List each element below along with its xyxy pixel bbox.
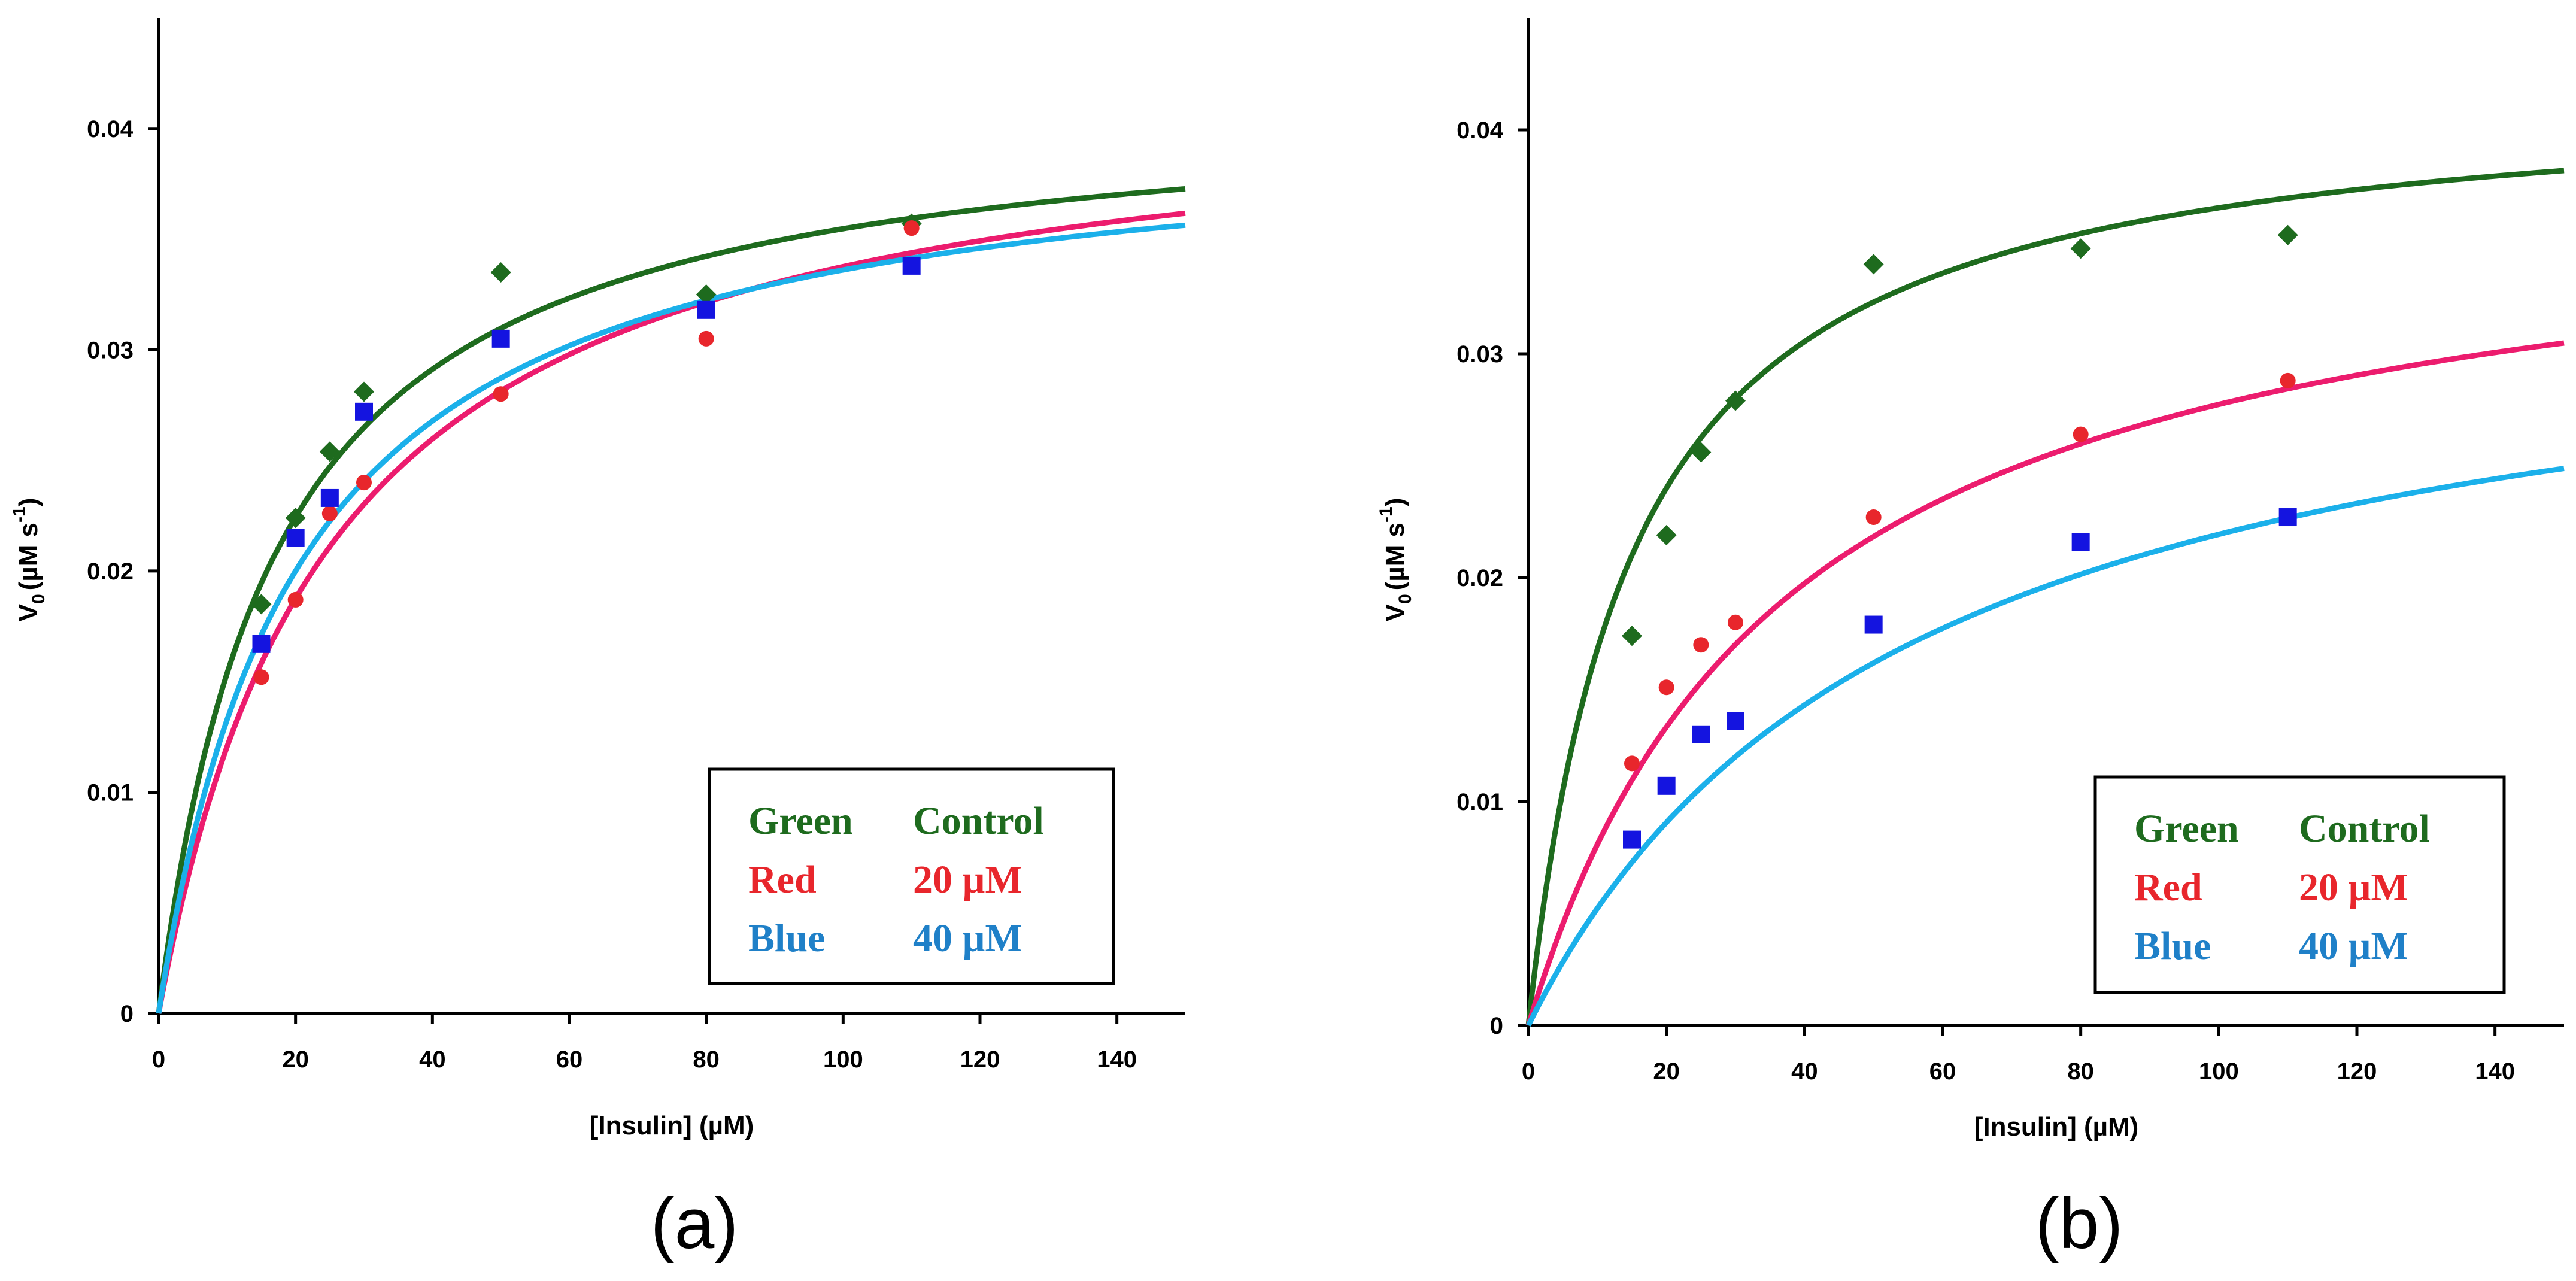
legend-color-name: Green (748, 799, 853, 843)
fit-curve-red (1525, 340, 2565, 1027)
square-point-blue (1727, 712, 1744, 730)
circle-point-red (287, 591, 304, 608)
panel-label: (b) (2035, 1183, 2123, 1264)
legend-color-name: Blue (2134, 924, 2211, 968)
diamond-point-green (2277, 224, 2298, 245)
square-point-blue (2071, 533, 2090, 551)
circle-point-red (321, 505, 338, 521)
square-point-blue (491, 329, 510, 348)
fit-curve-red (156, 210, 1186, 1014)
x-tick-label: 20 (1653, 1058, 1680, 1085)
diamond-point-green (696, 284, 717, 305)
x-tick-label: 120 (2337, 1058, 2377, 1085)
x-tick-label: 0 (1522, 1058, 1535, 1085)
square-point-blue (286, 529, 305, 547)
panel-a: 0 0.01 0.02 0.03 0.04 0 20 40 60 80 100 120 140 Green… (10, 18, 1186, 1264)
panel-label: (a) (651, 1183, 739, 1264)
x-tick-label: 140 (2475, 1058, 2515, 1085)
x-tick-label: 40 (1791, 1058, 1818, 1085)
fit-curve-green (156, 186, 1186, 1014)
circle-point-red (903, 220, 920, 236)
legend-condition: Control (2299, 807, 2430, 851)
legend-box (708, 767, 1115, 985)
x-tick-label: 80 (693, 1046, 720, 1073)
square-point-blue (697, 300, 715, 319)
x-tick-label: 20 (282, 1046, 309, 1073)
square-point-blue (320, 488, 339, 507)
square-point-blue (252, 635, 271, 653)
legend-condition: Control (913, 799, 1044, 843)
x-axis-title: [Insulin] (µM) (1974, 1112, 2139, 1142)
legend-condition: 20 µM (2299, 866, 2408, 909)
circle-point-red (1728, 614, 1743, 630)
panel-b: 0 0.01 0.02 0.03 0.04 0 20 40 60 80 100 120 140 Green… (1376, 18, 2565, 1264)
square-point-blue (355, 402, 373, 421)
diamond-point-green (1863, 254, 1884, 275)
square-point-blue (1657, 776, 1676, 795)
x-tick-label: 80 (2067, 1058, 2094, 1085)
y-tick-label: 0.03 (1457, 341, 1503, 368)
circle-point-red (698, 330, 714, 347)
diamond-point-green (1725, 390, 1746, 411)
circle-point-red (253, 669, 269, 685)
x-tick-label: 60 (1929, 1058, 1956, 1085)
y-tick-label: 0.01 (87, 779, 133, 806)
y-tick-label: 0.04 (87, 116, 134, 142)
y-tick-label: 0.01 (1457, 789, 1503, 815)
diamond-point-green (354, 381, 374, 402)
diamond-point-green (1656, 524, 1677, 545)
legend-condition: 20 µM (913, 858, 1022, 901)
y-tick-label: 0.03 (87, 337, 133, 363)
circle-point-red (493, 386, 509, 402)
square-point-blue (1864, 615, 1883, 634)
legend-color-name: Red (2134, 866, 2202, 909)
x-tick-label: 40 (419, 1046, 446, 1073)
legend-condition: 40 µM (913, 916, 1022, 960)
x-tick-label: 100 (823, 1046, 863, 1073)
square-point-blue (1692, 725, 1710, 743)
diamond-point-green (2070, 238, 2091, 259)
y-tick-label: 0.02 (1457, 565, 1503, 591)
legend-color-name: Red (748, 858, 817, 901)
circle-point-red (2073, 426, 2089, 442)
diamond-point-green (251, 594, 272, 615)
y-tick-label: 0 (1490, 1013, 1503, 1039)
square-point-blue (2278, 508, 2297, 527)
circle-point-red (1865, 509, 1882, 526)
fit-curve-green (1525, 168, 2565, 1026)
legend-condition: 40 µM (2299, 924, 2408, 968)
circle-point-red (1624, 755, 1640, 772)
fit-curve-blue (1525, 466, 2565, 1027)
circle-point-red (1658, 679, 1674, 696)
circle-point-red (2280, 372, 2296, 388)
x-tick-label: 60 (556, 1046, 583, 1073)
legend-box (2093, 775, 2506, 994)
diamond-point-green (490, 262, 511, 283)
diamond-point-green (319, 441, 340, 462)
circle-point-red (1693, 637, 1709, 653)
x-axis-title: [Insulin] (µM) (590, 1111, 754, 1140)
y-tick-label: 0 (120, 1001, 133, 1027)
diamond-point-green (285, 508, 306, 529)
y-tick-label: 0.04 (1457, 117, 1504, 144)
y-axis-title: V0(µM s-1) (1376, 498, 1415, 622)
diamond-point-green (1691, 442, 1712, 463)
legend-color-name: Blue (748, 916, 825, 960)
y-tick-label: 0.02 (87, 558, 133, 585)
square-point-blue (1623, 830, 1641, 849)
legend: Green Control Red 20 µM Blue 40 µM (708, 767, 1115, 985)
x-tick-label: 140 (1097, 1046, 1137, 1073)
square-point-blue (902, 256, 921, 275)
x-tick-label: 120 (960, 1046, 1000, 1073)
legend: Green Control Red 20 µM Blue 40 µM (2093, 775, 2506, 994)
x-tick-label: 0 (152, 1046, 165, 1073)
x-tick-label: 100 (2199, 1058, 2239, 1085)
diamond-point-green (1622, 626, 1642, 646)
circle-point-red (356, 475, 372, 491)
y-axis-title: V0(µM s-1) (10, 498, 48, 622)
legend-color-name: Green (2134, 807, 2239, 851)
